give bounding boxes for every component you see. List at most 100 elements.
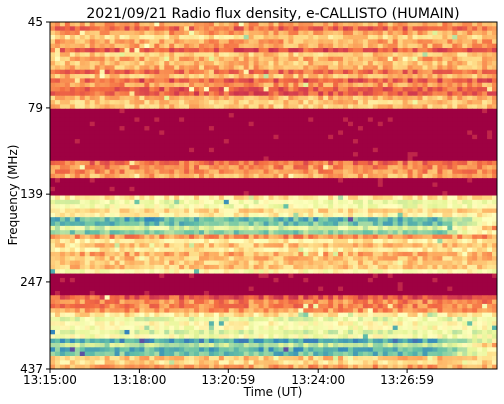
heatmap-cell: [372, 199, 379, 205]
heatmap-cell: [174, 160, 180, 166]
heatmap-cell: [352, 217, 359, 223]
heatmap-cell: [387, 191, 394, 197]
heatmap-cell: [194, 238, 200, 244]
heatmap-cell: [104, 243, 111, 249]
heatmap-cell: [179, 152, 185, 158]
heatmap-cell: [382, 121, 389, 127]
heatmap-cell: [253, 230, 260, 236]
heatmap-cell: [402, 121, 409, 127]
heatmap-cell: [223, 199, 230, 205]
heatmap-cell: [248, 247, 255, 253]
heatmap-cell: [114, 91, 121, 97]
heatmap-cell: [372, 100, 379, 106]
heatmap-cell: [343, 217, 349, 223]
heatmap-cell: [492, 191, 497, 197]
heatmap-cell: [313, 221, 319, 227]
heatmap-cell: [243, 95, 250, 101]
heatmap-cell: [258, 22, 265, 27]
heatmap-cell: [462, 104, 468, 110]
heatmap-cell: [367, 217, 374, 223]
heatmap-cell: [94, 217, 101, 223]
heatmap-cell: [218, 134, 225, 140]
heatmap-cell: [99, 208, 106, 214]
heatmap-cell: [104, 78, 111, 84]
heatmap-cell: [457, 191, 463, 197]
heatmap-cell: [99, 139, 106, 145]
heatmap-cell: [218, 26, 225, 32]
heatmap-cell: [328, 113, 334, 119]
heatmap-cell: [218, 22, 225, 27]
heatmap-cell: [303, 256, 309, 262]
heatmap-cell: [253, 165, 260, 171]
heatmap-cell: [298, 56, 304, 62]
heatmap-cell: [268, 121, 275, 127]
heatmap-cell: [422, 230, 429, 236]
heatmap-cell: [74, 212, 81, 218]
heatmap-cell: [69, 178, 76, 184]
heatmap-cell: [94, 35, 101, 40]
heatmap-cell: [208, 139, 215, 145]
heatmap-cell: [308, 225, 314, 231]
heatmap-cell: [69, 152, 76, 158]
heatmap-cell: [362, 113, 369, 119]
heatmap-cell: [149, 260, 155, 266]
heatmap-cell: [238, 61, 245, 66]
heatmap-cell: [367, 104, 374, 110]
heatmap-cell: [372, 95, 379, 101]
heatmap-cell: [338, 221, 344, 227]
heatmap-cell: [402, 243, 409, 249]
heatmap-cell: [74, 69, 81, 75]
heatmap-cell: [382, 139, 389, 145]
heatmap-cell: [84, 169, 91, 175]
heatmap-cell: [174, 260, 180, 266]
heatmap-cell: [352, 82, 359, 88]
heatmap-cell: [422, 121, 429, 127]
heatmap-cell: [318, 156, 324, 162]
heatmap-cell: [164, 61, 170, 66]
heatmap-cell: [79, 208, 86, 214]
heatmap-cell: [253, 143, 260, 149]
heatmap-cell: [402, 238, 409, 244]
heatmap-cell: [352, 56, 359, 62]
heatmap-cell: [362, 95, 369, 101]
heatmap-cell: [377, 238, 384, 244]
heatmap-cell: [253, 234, 260, 240]
heatmap-cell: [223, 87, 230, 92]
heatmap-cell: [298, 199, 304, 205]
heatmap-cell: [278, 169, 285, 175]
heatmap-cell: [338, 160, 344, 166]
heatmap-cell: [129, 134, 136, 140]
heatmap-cell: [487, 221, 493, 227]
heatmap-cell: [213, 208, 220, 214]
heatmap-cell: [184, 212, 190, 218]
heatmap-cell: [407, 39, 414, 45]
heatmap-cell: [387, 256, 394, 262]
heatmap-cell: [69, 243, 76, 249]
heatmap-cell: [139, 82, 145, 88]
heatmap-cell: [154, 126, 160, 132]
heatmap-cell: [144, 243, 150, 249]
heatmap-cell: [482, 182, 488, 188]
heatmap-cell: [89, 104, 96, 110]
heatmap-cell: [362, 130, 369, 136]
heatmap-cell: [357, 130, 364, 136]
heatmap-cell: [432, 165, 438, 171]
heatmap-cell: [492, 56, 497, 62]
heatmap-cell: [154, 95, 160, 101]
heatmap-cell: [333, 78, 339, 84]
heatmap-cell: [194, 208, 200, 214]
heatmap-cell: [54, 143, 61, 149]
heatmap-cell: [268, 139, 275, 145]
heatmap-cell: [387, 186, 394, 192]
heatmap-cell: [357, 121, 364, 127]
heatmap-cell: [273, 82, 280, 88]
heatmap-cell: [318, 117, 324, 123]
heatmap-cell: [238, 169, 245, 175]
heatmap-cell: [407, 208, 414, 214]
heatmap-cell: [233, 212, 240, 218]
heatmap-cell: [273, 217, 280, 223]
heatmap-cell: [288, 35, 294, 40]
heatmap-cell: [447, 143, 453, 149]
heatmap-cell: [472, 165, 478, 171]
heatmap-cell: [387, 178, 394, 184]
